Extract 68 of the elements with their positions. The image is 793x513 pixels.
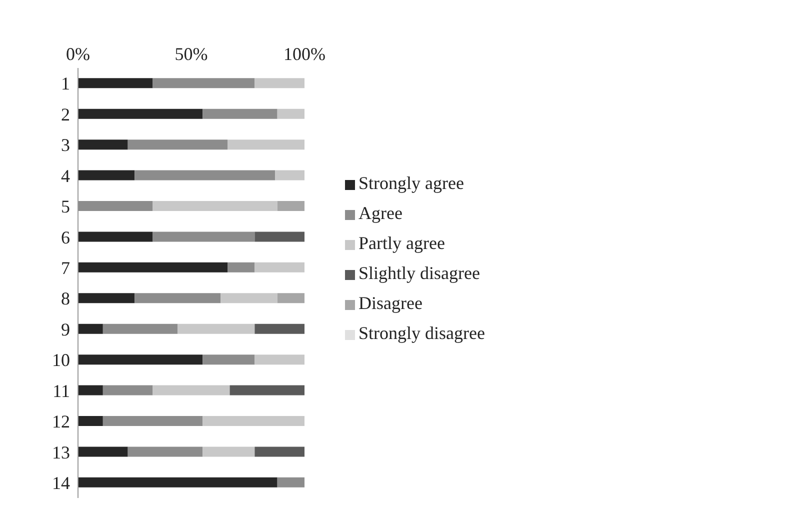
bar (134, 293, 221, 304)
x-tick-label: 100% (284, 44, 326, 64)
bar (78, 324, 103, 334)
legend-label: Slightly disagree (358, 263, 480, 283)
legend-label: Agree (358, 203, 402, 223)
bar (78, 200, 153, 211)
bar (78, 477, 278, 488)
bar (178, 324, 255, 334)
y-tick-label: 5 (61, 196, 70, 217)
bar (102, 324, 178, 334)
bar (228, 262, 255, 272)
y-tick-label: 7 (61, 258, 70, 278)
y-tick-label: 12 (52, 412, 70, 432)
bar (254, 324, 305, 334)
bar (102, 416, 203, 426)
y-tick-label: 9 (61, 319, 70, 340)
bar (277, 477, 305, 488)
bar (152, 200, 278, 211)
bar (78, 416, 103, 426)
bar (275, 170, 305, 180)
bar (78, 108, 203, 119)
y-tick-label: 4 (61, 166, 70, 186)
y-tick-label: 6 (61, 227, 70, 248)
bar (202, 446, 255, 457)
bar (102, 385, 153, 396)
bar (78, 354, 203, 365)
bar (78, 140, 128, 150)
bar (277, 200, 305, 211)
bar (202, 416, 305, 426)
legend-label: Partly agree (358, 233, 445, 253)
bar (152, 232, 255, 242)
bar (78, 170, 135, 180)
bar (254, 78, 305, 88)
bar (152, 78, 255, 88)
bar (202, 108, 278, 119)
y-tick-label: 14 (52, 473, 70, 494)
bar (254, 232, 305, 242)
bar (78, 232, 153, 242)
bar (128, 446, 203, 457)
legend-label: Disagree (358, 293, 422, 313)
bar (254, 354, 305, 365)
bar (78, 293, 135, 304)
y-tick-label: 2 (61, 104, 70, 124)
bar (202, 354, 255, 365)
bar (128, 140, 228, 150)
y-tick-label: 13 (52, 442, 70, 462)
legend-label: Strongly disagree (358, 323, 485, 343)
bar (78, 446, 128, 457)
y-tick-label: 11 (52, 380, 70, 401)
y-tick-label: 10 (52, 350, 70, 370)
bar (277, 108, 305, 119)
bar (228, 140, 305, 150)
bar (254, 262, 305, 272)
bar (152, 385, 230, 396)
y-tick-label: 3 (61, 135, 70, 156)
bar (254, 446, 305, 457)
bar (277, 293, 305, 304)
legend-label: Strongly agree (358, 173, 464, 193)
bar (78, 262, 228, 272)
x-tick-label: 0% (66, 44, 90, 64)
x-tick-label: 50% (174, 44, 208, 64)
y-tick-label: 1 (61, 74, 70, 94)
bar (134, 170, 276, 180)
bar (220, 293, 278, 304)
bar (78, 385, 103, 396)
y-tick-label: 8 (61, 288, 70, 309)
bar (78, 78, 153, 88)
bar (230, 385, 305, 396)
